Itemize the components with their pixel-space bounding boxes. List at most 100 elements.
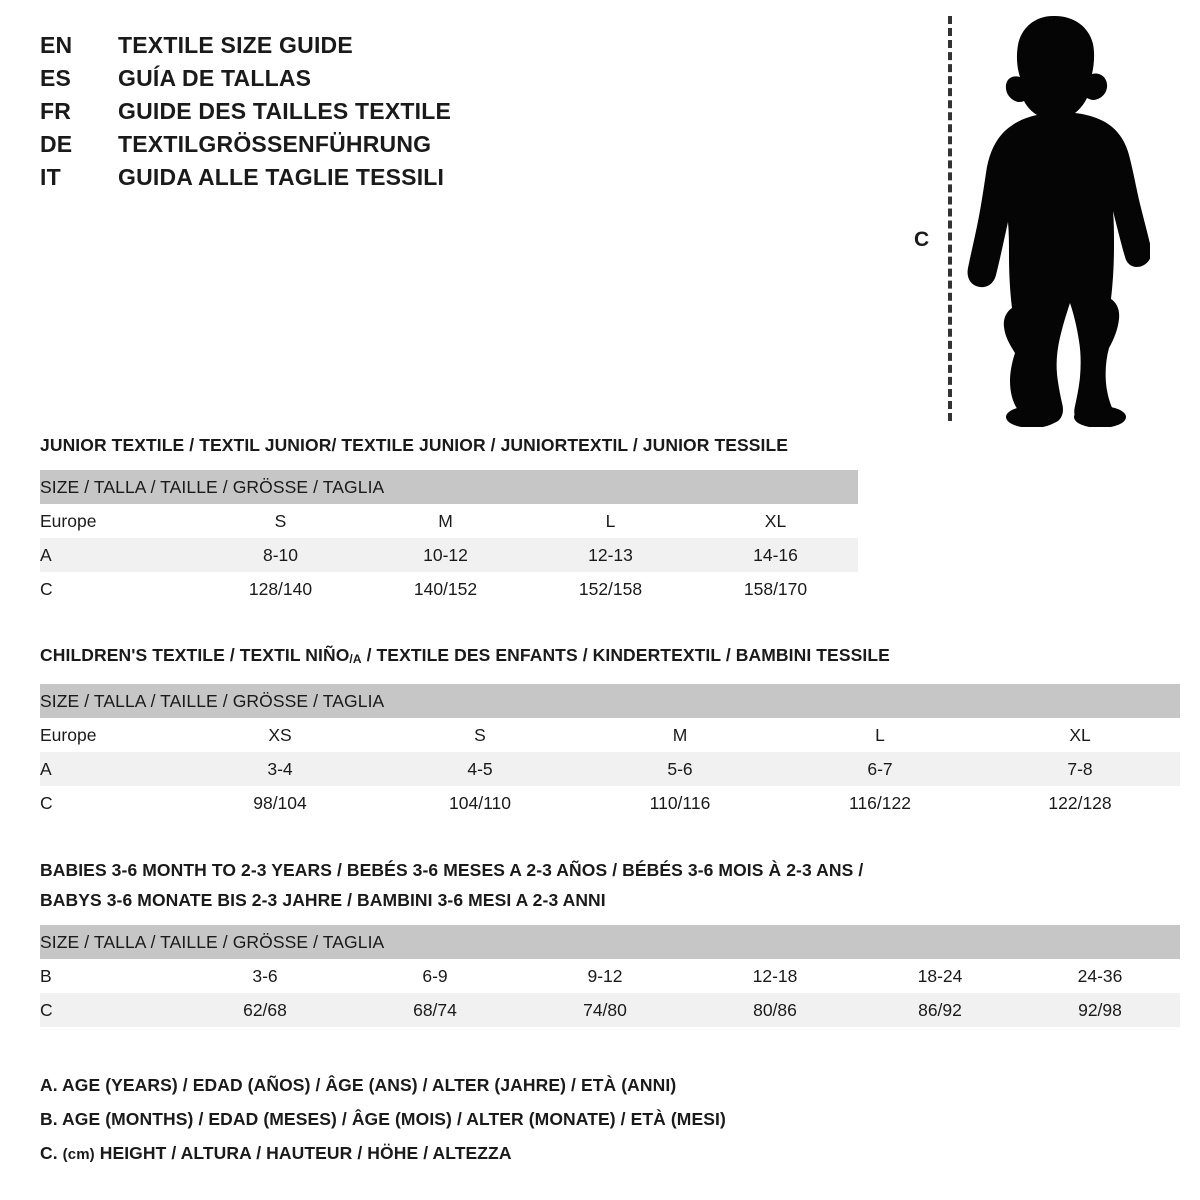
- table-row: Europe S M L XL: [40, 504, 859, 538]
- legend-line-c: C. (cm) HEIGHT / ALTURA / HAUTEUR / HÖHE…: [40, 1136, 940, 1172]
- junior-europe-m: M: [363, 504, 528, 538]
- height-measurement-figure: C: [900, 10, 1150, 430]
- junior-size-header-label: SIZE / TALLA / TAILLE / GRÖSSE / TAGLIA: [40, 470, 859, 504]
- babies-row-label-c: C: [40, 993, 180, 1027]
- babies-height-2: 68/74: [350, 993, 520, 1027]
- junior-height-xl: 158/170: [693, 572, 859, 606]
- junior-age-xl: 14-16: [693, 538, 859, 572]
- junior-height-s: 128/140: [198, 572, 363, 606]
- junior-size-header-row: SIZE / TALLA / TAILLE / GRÖSSE / TAGLIA: [40, 470, 859, 504]
- babies-months-2: 6-9: [350, 959, 520, 993]
- children-europe-xs: XS: [180, 718, 380, 753]
- legend-line-a: A. AGE (YEARS) / EDAD (AÑOS) / ÂGE (ANS)…: [40, 1075, 677, 1095]
- babies-height-1: 62/68: [180, 993, 350, 1027]
- babies-months-4: 12-18: [690, 959, 860, 993]
- children-height-s: 104/110: [380, 786, 580, 821]
- language-code-en: EN: [40, 32, 73, 58]
- language-row-de: DE TEXTILGRÖSSENFÜHRUNG: [40, 131, 600, 164]
- babies-months-1: 3-6: [180, 959, 350, 993]
- section-children-textile: CHILDREN'S TEXTILE / TEXTIL NIÑO/A / TEX…: [40, 640, 1181, 821]
- language-title-de: TEXTILGRÖSSENFÜHRUNG: [118, 131, 432, 157]
- language-row-en: EN TEXTILE SIZE GUIDE: [40, 32, 600, 65]
- language-title-en: TEXTILE SIZE GUIDE: [118, 32, 353, 58]
- children-height-m: 110/116: [580, 786, 780, 821]
- junior-row-label-c: C: [40, 572, 198, 606]
- section-junior-textile: JUNIOR TEXTILE / TEXTIL JUNIOR/ TEXTILE …: [40, 430, 859, 606]
- language-code-es: ES: [40, 65, 72, 91]
- junior-europe-l: L: [528, 504, 693, 538]
- height-dashed-line: [948, 16, 952, 421]
- junior-row-label-europe: Europe: [40, 504, 198, 538]
- babies-months-5: 18-24: [860, 959, 1020, 993]
- language-row-fr: FR GUIDE DES TAILLES TEXTILE: [40, 98, 600, 131]
- babies-size-header-label: SIZE / TALLA / TAILLE / GRÖSSE / TAGLIA: [40, 925, 1180, 959]
- language-title-block: EN TEXTILE SIZE GUIDE ES GUÍA DE TALLAS …: [40, 32, 600, 197]
- table-row: A 8-10 10-12 12-13 14-16: [40, 538, 859, 572]
- table-row: C 62/68 68/74 74/80 80/86 86/92 92/98: [40, 993, 1180, 1027]
- language-title-it: GUIDA ALLE TAGLIE TESSILI: [118, 164, 445, 190]
- junior-size-table: SIZE / TALLA / TAILLE / GRÖSSE / TAGLIA …: [40, 470, 859, 606]
- babies-height-5: 86/92: [860, 993, 1020, 1027]
- language-row-es: ES GUÍA DE TALLAS: [40, 65, 600, 98]
- children-row-label-c: C: [40, 786, 180, 821]
- junior-europe-xl: XL: [693, 504, 859, 538]
- children-age-xl: 7-8: [980, 752, 1181, 787]
- section-title-babies-line1: BABIES 3-6 MONTH TO 2-3 YEARS / BEBÉS 3-…: [40, 860, 864, 880]
- section-title-children-post: / TEXTILE DES ENFANTS / KINDERTEXTIL / B…: [361, 645, 890, 665]
- section-title-children-pre: CHILDREN'S TEXTILE / TEXTIL NIÑO: [40, 645, 350, 665]
- table-row: Europe XS S M L XL: [40, 718, 1181, 753]
- babies-size-header-row: SIZE / TALLA / TAILLE / GRÖSSE / TAGLIA: [40, 925, 1180, 959]
- children-size-table: SIZE / TALLA / TAILLE / GRÖSSE / TAGLIA …: [40, 684, 1181, 821]
- children-row-label-a: A: [40, 752, 180, 787]
- children-europe-m: M: [580, 718, 780, 753]
- table-row: B 3-6 6-9 9-12 12-18 18-24 24-36: [40, 959, 1180, 993]
- junior-row-label-a: A: [40, 538, 198, 572]
- children-height-xs: 98/104: [180, 786, 380, 821]
- language-code-fr: FR: [40, 98, 72, 124]
- children-europe-xl: XL: [980, 718, 1181, 753]
- babies-size-table: SIZE / TALLA / TAILLE / GRÖSSE / TAGLIA …: [40, 925, 1180, 1027]
- legend-line-b: B. AGE (MONTHS) / EDAD (MESES) / ÂGE (MO…: [40, 1109, 726, 1129]
- babies-row-label-b: B: [40, 959, 180, 993]
- language-title-es: GUÍA DE TALLAS: [118, 65, 312, 91]
- section-title-babies-line2: BABYS 3-6 MONATE BIS 2-3 JAHRE / BAMBINI…: [40, 890, 606, 910]
- babies-months-6: 24-36: [1020, 959, 1180, 993]
- children-age-xs: 3-4: [180, 752, 380, 787]
- children-age-l: 6-7: [780, 752, 980, 787]
- babies-height-4: 80/86: [690, 993, 860, 1027]
- children-europe-s: S: [380, 718, 580, 753]
- children-age-s: 4-5: [380, 752, 580, 787]
- babies-months-3: 9-12: [520, 959, 690, 993]
- children-europe-l: L: [780, 718, 980, 753]
- section-title-children: CHILDREN'S TEXTILE / TEXTIL NIÑO/A / TEX…: [40, 640, 1180, 674]
- table-row: A 3-4 4-5 5-6 6-7 7-8: [40, 752, 1181, 787]
- legend-line-c-unit: (cm): [62, 1146, 95, 1163]
- babies-height-6: 92/98: [1020, 993, 1180, 1027]
- legend-block: A. AGE (YEARS) / EDAD (AÑOS) / ÂGE (ANS)…: [40, 1068, 940, 1172]
- junior-age-s: 8-10: [198, 538, 363, 572]
- language-code-de: DE: [40, 131, 73, 157]
- language-title-fr: GUIDE DES TAILLES TEXTILE: [118, 98, 451, 124]
- children-row-label-europe: Europe: [40, 718, 180, 753]
- legend-line-c-pre: C.: [40, 1143, 63, 1163]
- children-height-l: 116/122: [780, 786, 980, 821]
- section-babies-textile: BABIES 3-6 MONTH TO 2-3 YEARS / BEBÉS 3-…: [40, 855, 1180, 1027]
- children-height-xl: 122/128: [980, 786, 1181, 821]
- children-age-m: 5-6: [580, 752, 780, 787]
- junior-height-m: 140/152: [363, 572, 528, 606]
- junior-age-m: 10-12: [363, 538, 528, 572]
- table-row: C 98/104 104/110 110/116 116/122 122/128: [40, 786, 1181, 821]
- language-row-it: IT GUIDA ALLE TAGLIE TESSILI: [40, 164, 600, 197]
- table-row: C 128/140 140/152 152/158 158/170: [40, 572, 859, 606]
- children-size-header-row: SIZE / TALLA / TAILLE / GRÖSSE / TAGLIA: [40, 684, 1181, 719]
- section-title-junior: JUNIOR TEXTILE / TEXTIL JUNIOR/ TEXTILE …: [40, 435, 789, 455]
- junior-age-l: 12-13: [528, 538, 693, 572]
- babies-height-3: 74/80: [520, 993, 690, 1027]
- height-marker-label: C: [914, 228, 930, 251]
- language-code-it: IT: [40, 164, 61, 190]
- children-size-header-label: SIZE / TALLA / TAILLE / GRÖSSE / TAGLIA: [40, 684, 1181, 719]
- junior-height-l: 152/158: [528, 572, 693, 606]
- legend-line-c-post: HEIGHT / ALTURA / HAUTEUR / HÖHE / ALTEZ…: [94, 1143, 512, 1163]
- section-title-children-sub: /A: [349, 652, 362, 667]
